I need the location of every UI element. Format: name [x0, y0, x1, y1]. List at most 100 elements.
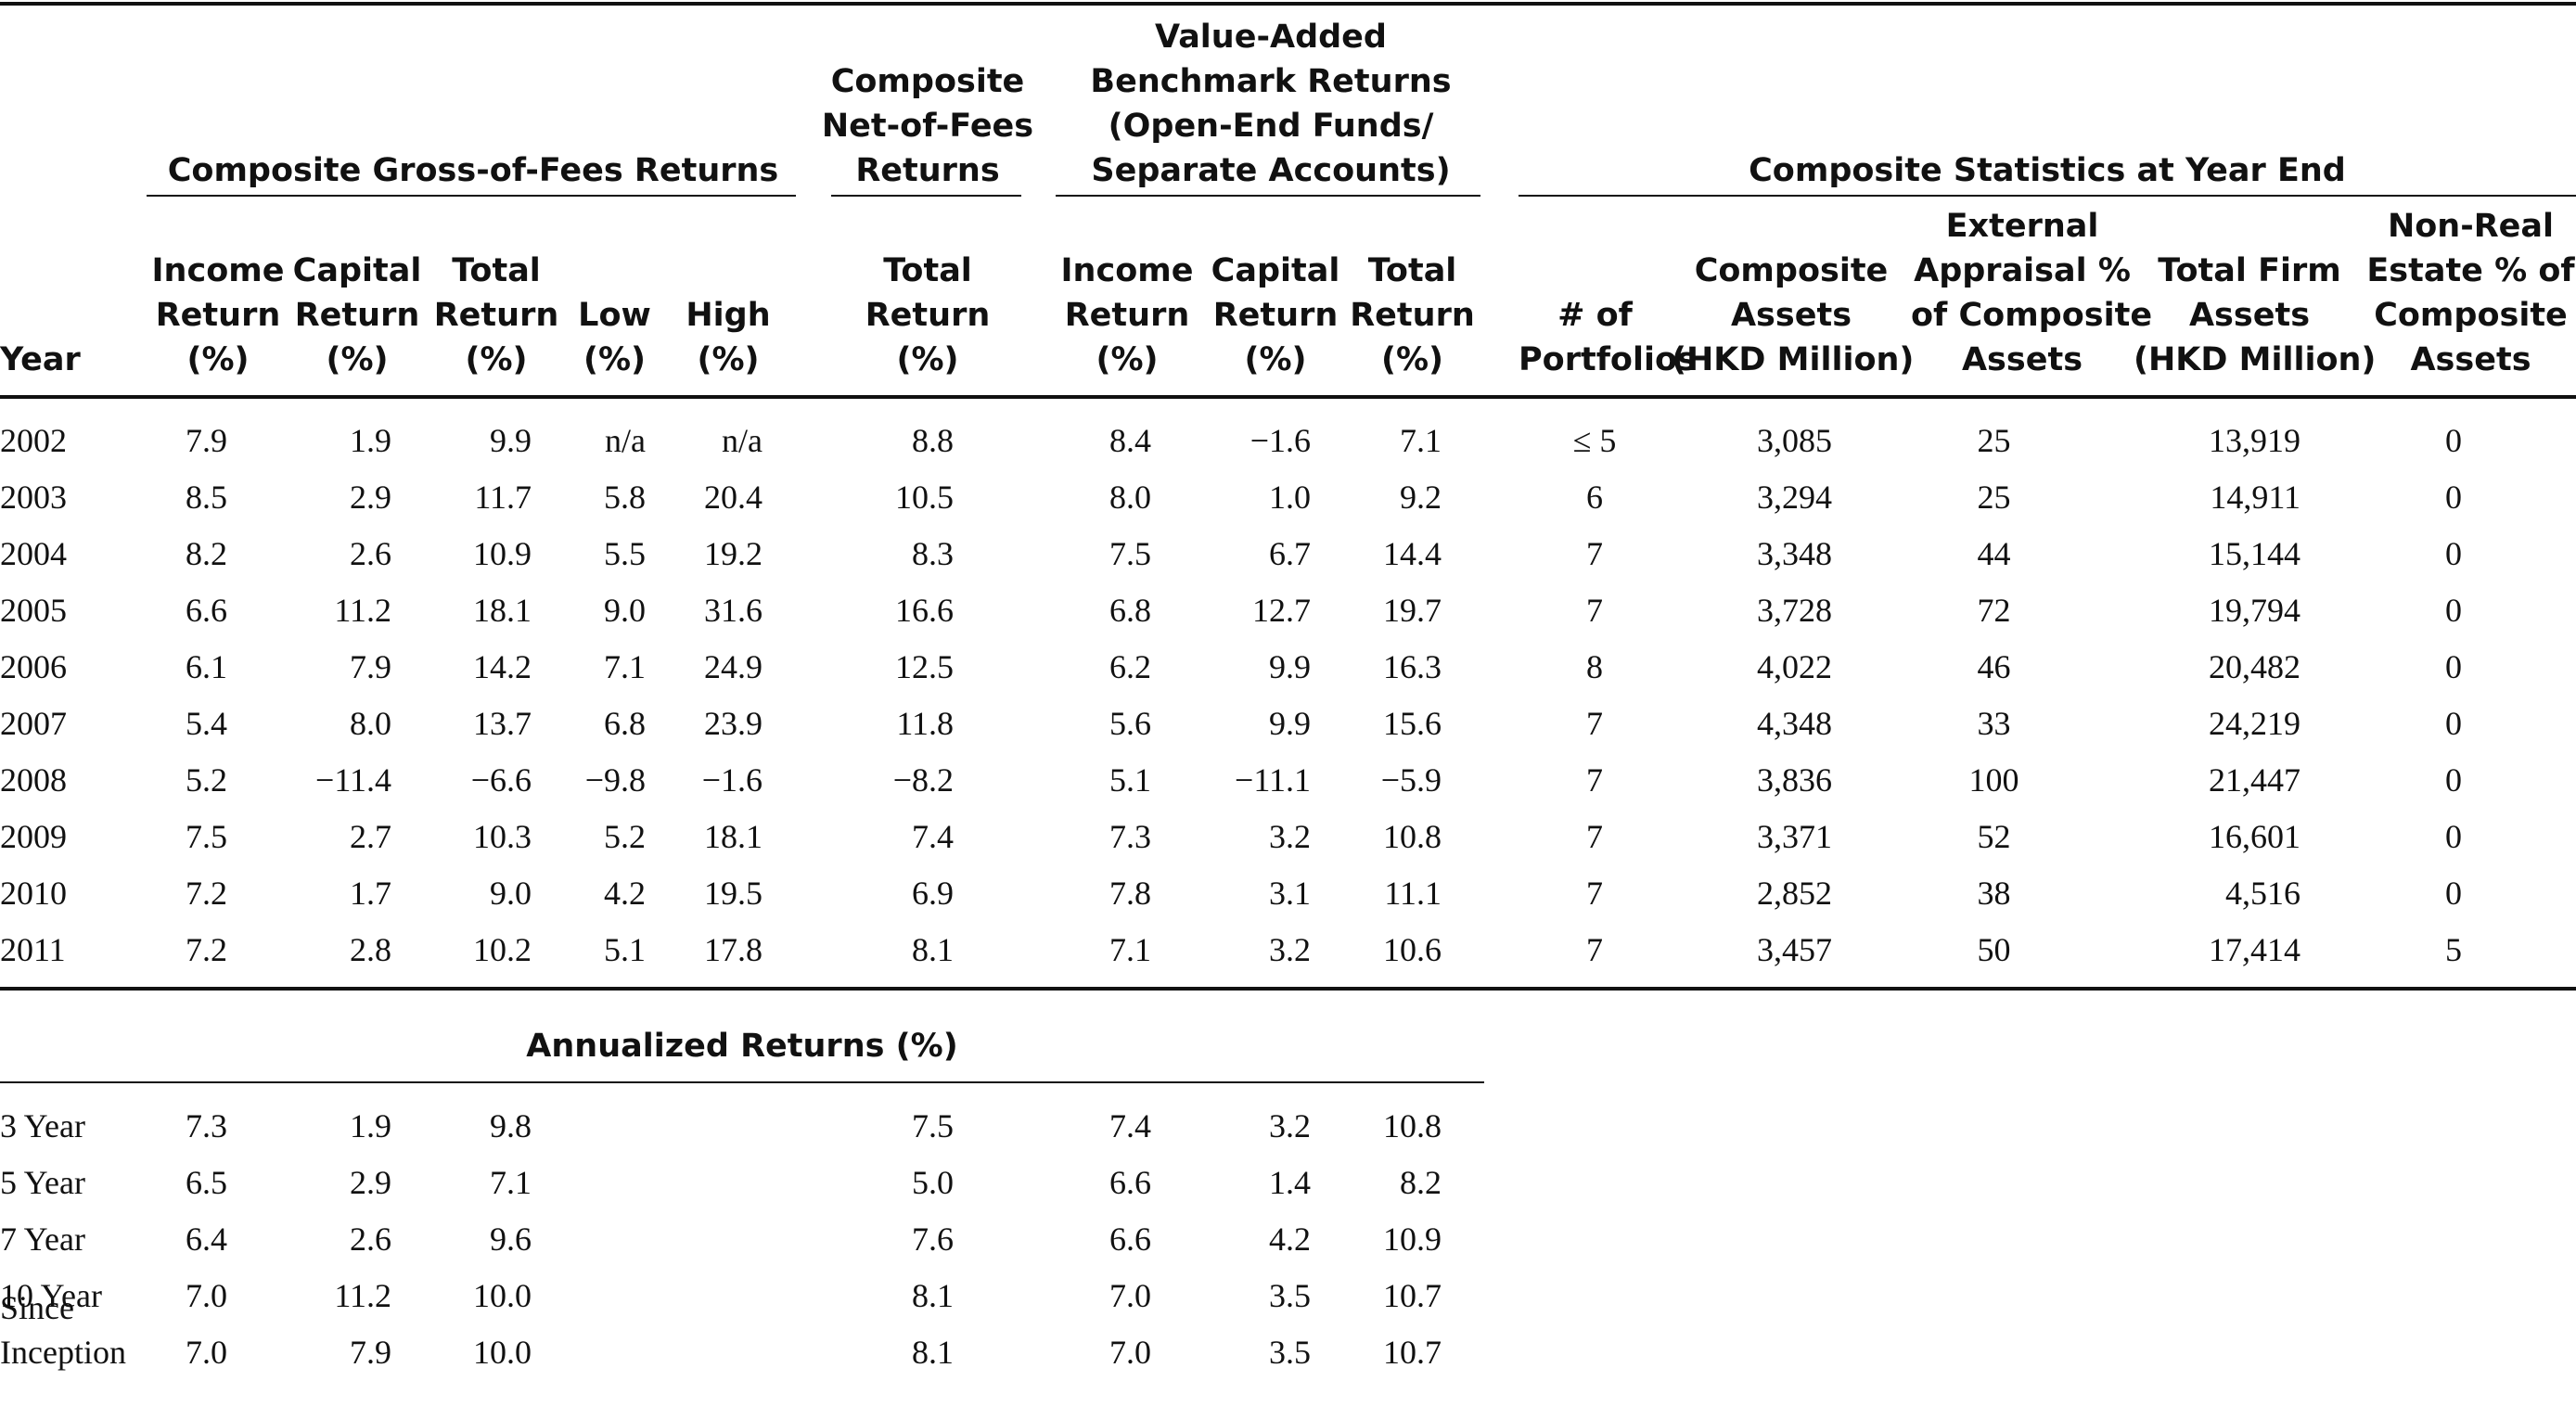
cell-portfolios: 7 [1586, 592, 1603, 629]
cell-composite-assets: 3,836 [1757, 761, 1832, 799]
row-year: 2010 [0, 875, 67, 912]
cell-portfolios: 7 [1586, 931, 1603, 968]
cell-gross-total: 10.9 [473, 535, 532, 572]
column-header-line: Income [151, 252, 285, 289]
column-header-line: Return [294, 297, 420, 334]
row-year: 2008 [0, 761, 67, 799]
group-header-net-line: Composite [830, 63, 1025, 100]
column-header-line: Non-Real [2387, 208, 2555, 245]
column-header-gross-income: Income Return (%) [148, 249, 288, 382]
cell-bench-capital: 6.7 [1269, 535, 1311, 572]
cell-gross-total: 9.9 [490, 422, 532, 459]
column-header-composite-assets: Composite Assets (HKD Million) [1672, 249, 1915, 382]
cell-gross-low: 9.0 [604, 592, 646, 629]
cell-gross-low: 5.2 [604, 818, 646, 855]
cell-non-real-estate: 0 [2445, 648, 2462, 685]
cell-firm-assets: 13,919 [2209, 422, 2300, 459]
cell-gross-capital: 7.9 [350, 648, 391, 685]
cell-net-total: 10.5 [895, 479, 954, 516]
cell-gross-capital: 11.2 [334, 592, 391, 629]
cell-bench-income: 6.8 [1109, 592, 1151, 629]
annualized-label: 10 Year [0, 1273, 139, 1318]
annualized-label-line: Since [0, 1289, 74, 1326]
column-header-line: Return [433, 297, 559, 334]
cell-bench-income: 7.0 [1109, 1277, 1151, 1314]
cell-gross-income: 6.5 [186, 1164, 227, 1201]
column-header-line: (HKD Million) [1672, 341, 1915, 378]
cell-gross-capital: 7.9 [350, 1334, 391, 1371]
cell-composite-assets: 3,085 [1757, 422, 1832, 459]
column-header-gross-capital: Capital Return (%) [288, 249, 427, 382]
cell-bench-capital: 4.2 [1269, 1221, 1311, 1258]
column-header-line: Composite [1694, 252, 1889, 289]
group-header-net-line: Returns [855, 152, 1000, 189]
column-header-line: Capital [1211, 252, 1340, 289]
cell-non-real-estate: 0 [2445, 535, 2462, 572]
group-header-stats: Composite Statistics at Year End [1749, 152, 2346, 189]
column-header-bench-capital: Capital Return (%) [1206, 249, 1345, 382]
cell-net-total: 8.1 [912, 1277, 954, 1314]
row-year: 2009 [0, 818, 67, 855]
cell-gross-income: 7.9 [186, 422, 227, 459]
annualized-label: 5 Year [0, 1160, 139, 1205]
cell-composite-assets: 3,371 [1757, 818, 1832, 855]
cell-external-appraisal: 44 [1977, 535, 2011, 572]
cell-bench-capital: 9.9 [1269, 705, 1311, 742]
cell-composite-assets: 4,348 [1757, 705, 1832, 742]
cell-gross-high: n/a [722, 422, 763, 459]
cell-gross-high: −1.6 [701, 761, 763, 799]
cell-bench-total: 19.7 [1383, 592, 1442, 629]
cell-external-appraisal: 100 [1968, 761, 2019, 799]
cell-portfolios: 8 [1586, 648, 1603, 685]
column-header-line: # of [1557, 297, 1633, 334]
cell-gross-total: 10.0 [473, 1277, 532, 1314]
cell-net-total: 6.9 [912, 875, 954, 912]
cell-gross-total: 10.0 [473, 1334, 532, 1371]
column-header-line: External [1945, 208, 2099, 245]
cell-bench-capital: 9.9 [1269, 648, 1311, 685]
benchmark-group-rule [1056, 195, 1480, 197]
cell-gross-income: 5.2 [186, 761, 227, 799]
group-header-benchmark-line: Benchmark Returns [1090, 63, 1452, 100]
cell-bench-income: 7.4 [1109, 1107, 1151, 1144]
cell-bench-income: 5.1 [1109, 761, 1151, 799]
cell-gross-total: 9.8 [490, 1107, 532, 1144]
cell-bench-capital: 1.4 [1269, 1164, 1311, 1201]
cell-gross-low: 4.2 [604, 875, 646, 912]
column-header-line: (%) [326, 341, 389, 378]
cell-external-appraisal: 50 [1977, 931, 2011, 968]
cell-gross-low: 5.5 [604, 535, 646, 572]
annualized-label: Since Inception [0, 1285, 139, 1374]
cell-bench-capital: 1.0 [1269, 479, 1311, 516]
cell-bench-total: 8.2 [1400, 1164, 1442, 1201]
cell-gross-total: −6.6 [470, 761, 532, 799]
row-year: 2002 [0, 422, 67, 459]
cell-non-real-estate: 0 [2445, 422, 2462, 459]
cell-bench-total: −5.9 [1380, 761, 1442, 799]
row-year: 2011 [0, 931, 66, 968]
cell-non-real-estate: 0 [2445, 592, 2462, 629]
cell-bench-income: 8.0 [1109, 479, 1151, 516]
annualized-title: Annualized Returns (%) [526, 1028, 958, 1065]
column-header-line: Composite [2374, 297, 2568, 334]
cell-portfolios: 7 [1586, 535, 1603, 572]
cell-gross-capital: 1.9 [350, 422, 391, 459]
cell-bench-total: 10.6 [1383, 931, 1442, 968]
cell-bench-income: 5.6 [1109, 705, 1151, 742]
group-header-benchmark-line: Separate Accounts) [1091, 152, 1451, 189]
cell-net-total: 8.8 [912, 422, 954, 459]
cell-gross-income: 7.2 [186, 875, 227, 912]
cell-non-real-estate: 0 [2445, 875, 2462, 912]
cell-bench-capital: 3.2 [1269, 931, 1311, 968]
column-header-line: Portfolios [1519, 341, 1697, 378]
cell-net-total: 11.8 [896, 705, 954, 742]
cell-firm-assets: 21,447 [2209, 761, 2300, 799]
cell-net-total: −8.2 [892, 761, 954, 799]
cell-net-total: 8.1 [912, 1334, 954, 1371]
column-header-line: Total [452, 252, 541, 289]
annualized-label: 3 Year [0, 1104, 139, 1148]
column-header-line: Total [883, 252, 972, 289]
column-header-line: Return [155, 297, 281, 334]
gross-group-rule [147, 195, 796, 197]
cell-gross-income: 7.0 [186, 1277, 227, 1314]
